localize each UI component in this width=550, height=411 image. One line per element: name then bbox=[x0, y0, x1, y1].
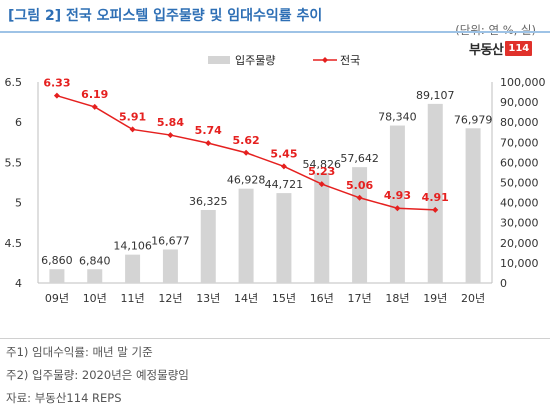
legend-swatch-line bbox=[313, 57, 337, 63]
line-point bbox=[243, 149, 250, 156]
bar bbox=[465, 128, 481, 283]
bar-data-label: 57,642 bbox=[340, 152, 379, 165]
line-point bbox=[394, 205, 401, 212]
x-tick-label: 13년 bbox=[196, 292, 220, 305]
x-tick-label: 10년 bbox=[83, 292, 107, 305]
bar bbox=[389, 125, 405, 284]
legend-label-line: 전국 bbox=[340, 54, 361, 67]
header-divider bbox=[0, 31, 550, 33]
line-point bbox=[205, 140, 212, 147]
line-point bbox=[91, 103, 98, 110]
logo-box: 114 bbox=[505, 40, 533, 56]
bar-data-label: 16,677 bbox=[151, 234, 190, 247]
line-data-label: 5.91 bbox=[119, 110, 146, 123]
x-tick-label: 11년 bbox=[121, 292, 145, 305]
line-data-label: 6.19 bbox=[81, 88, 108, 101]
line-point bbox=[432, 206, 439, 213]
bar-data-label: 6,840 bbox=[79, 254, 111, 267]
line-data-label: 5.45 bbox=[270, 147, 297, 160]
note-1: 주1) 임대수익률: 매년 말 기준 bbox=[6, 345, 153, 359]
line-data-label: 6.33 bbox=[43, 77, 70, 90]
bar bbox=[200, 209, 216, 283]
bar bbox=[162, 249, 178, 283]
brand-logo: 부동산 114 bbox=[469, 38, 533, 58]
x-tick-label: 09년 bbox=[45, 292, 69, 305]
bar-data-label: 89,107 bbox=[416, 89, 455, 102]
y-right-tick-label: 70,000 bbox=[500, 136, 539, 149]
x-tick-label: 17년 bbox=[348, 292, 372, 305]
line-data-label: 4.93 bbox=[384, 189, 411, 202]
x-tick-label: 20년 bbox=[461, 292, 485, 305]
legend-swatch-bars bbox=[208, 56, 230, 64]
line-data-label: 5.23 bbox=[308, 165, 335, 178]
y-left-tick-label: 4 bbox=[15, 277, 22, 290]
note-2: 주2) 입주물량: 2020년은 예정물량임 bbox=[6, 368, 189, 382]
bar-data-label: 46,928 bbox=[227, 174, 266, 187]
y-left-tick-label: 6 bbox=[15, 116, 22, 129]
bar-data-label: 36,325 bbox=[189, 195, 228, 208]
y-right-tick-label: 80,000 bbox=[500, 116, 539, 129]
chart-title: [그림 2] 전국 오피스텔 입주물량 및 임대수익률 추이 bbox=[8, 8, 323, 24]
y-right-tick-label: 60,000 bbox=[500, 156, 539, 169]
footer-divider bbox=[0, 338, 550, 339]
line-point bbox=[167, 132, 174, 139]
logo-text: 부동산 bbox=[469, 42, 504, 58]
x-tick-label: 14년 bbox=[234, 292, 258, 305]
line-data-label: 5.62 bbox=[233, 134, 260, 147]
bar bbox=[427, 103, 443, 283]
line-data-label: 4.91 bbox=[422, 191, 449, 204]
bar-data-label: 54,826 bbox=[303, 158, 342, 171]
line-data-label: 5.06 bbox=[346, 179, 373, 192]
bar-data-label: 14,106 bbox=[113, 240, 152, 253]
y-right-tick-label: 90,000 bbox=[500, 96, 539, 109]
bar bbox=[125, 254, 141, 283]
y-left-tick-label: 6.5 bbox=[5, 76, 23, 89]
line-data-label: 5.84 bbox=[157, 116, 184, 129]
legend-item-line: 전국 bbox=[313, 52, 360, 68]
line-point bbox=[129, 126, 136, 133]
line-point bbox=[318, 181, 325, 188]
y-right-tick-label: 50,000 bbox=[500, 177, 539, 190]
bar-data-label: 6,860 bbox=[41, 254, 73, 267]
chart-plot: 4 4.5 5 5.5 6 6.5 0 10,000 20,000 30,000 40,000 50,… bbox=[5, 76, 546, 305]
line-point bbox=[280, 163, 287, 170]
x-tick-label: 19년 bbox=[423, 292, 447, 305]
legend-item-bars: 입주물량 bbox=[208, 52, 275, 68]
y-right-tick-label: 100,000 bbox=[500, 76, 546, 89]
y-right-tick-label: 20,000 bbox=[500, 237, 539, 250]
line-point bbox=[53, 92, 60, 99]
bar bbox=[238, 188, 254, 283]
y-right-tick-label: 10,000 bbox=[500, 257, 539, 270]
legend-label-bars: 입주물량 bbox=[235, 54, 276, 67]
bar bbox=[314, 172, 330, 283]
y-right-tick-label: 40,000 bbox=[500, 197, 539, 210]
bar bbox=[276, 193, 292, 283]
y-right-tick-label: 0 bbox=[500, 277, 507, 290]
y-right-tick-label: 30,000 bbox=[500, 217, 539, 230]
unit-label: (단위: 연 %, 실) bbox=[455, 23, 536, 37]
y-left-tick-label: 4.5 bbox=[5, 237, 23, 250]
source-note: 자료: 부동산114 REPS bbox=[6, 391, 122, 405]
line-data-label: 5.74 bbox=[195, 124, 222, 137]
x-tick-label: 15년 bbox=[272, 292, 296, 305]
bar-data-label: 78,340 bbox=[378, 111, 417, 124]
y-left-tick-label: 5 bbox=[15, 197, 22, 210]
bar bbox=[87, 269, 103, 283]
y-left-tick-label: 5.5 bbox=[5, 156, 23, 169]
x-tick-label: 18년 bbox=[385, 292, 409, 305]
bar-data-label: 44,721 bbox=[265, 178, 304, 191]
x-tick-label: 12년 bbox=[158, 292, 182, 305]
x-tick-label: 16년 bbox=[310, 292, 334, 305]
bar bbox=[49, 269, 65, 283]
line-point bbox=[356, 194, 363, 201]
bar-data-label: 76,979 bbox=[454, 113, 493, 126]
